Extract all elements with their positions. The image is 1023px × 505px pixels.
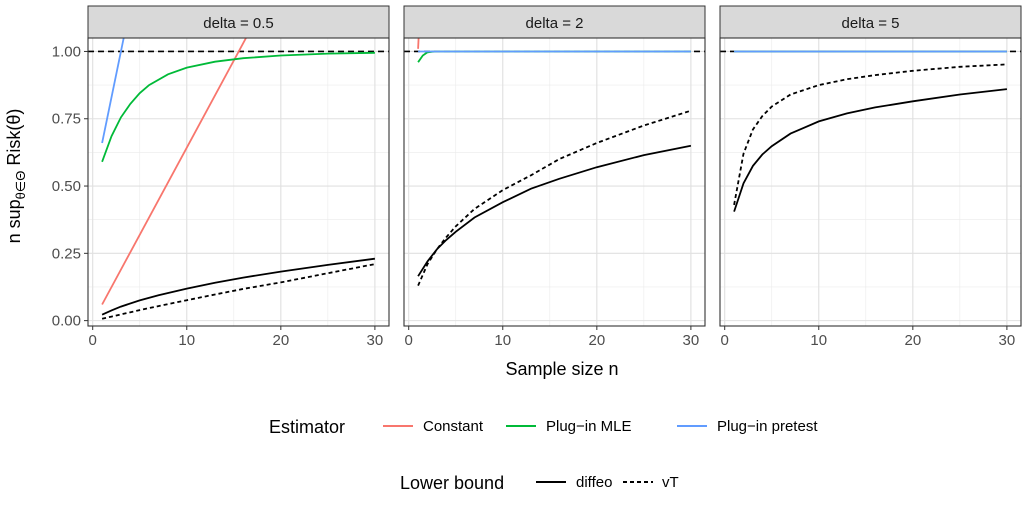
bound-line-diffeo: [101, 257, 376, 316]
facet-strip: [87, 5, 390, 39]
legend-lower-bound: Lower bound diffeo vT: [400, 473, 679, 493]
y-tick-label: 0.00: [52, 313, 81, 330]
panel-border: [87, 37, 390, 327]
panel-border: [403, 37, 706, 327]
estimator-line-constant: [101, 38, 247, 305]
bound-line-vT: [417, 109, 692, 286]
y-axis-label-subscript: θ∈Θ: [13, 171, 28, 200]
legend-estimator: Estimator Constant Plug−in MLE Plug−in pre…: [269, 417, 818, 437]
panel-1: delta = 0.5 0 10 20 30 0.00 0.25 0.50 0.75 1.00: [52, 5, 390, 349]
x-tick-label: 0: [89, 332, 97, 349]
bound-line-vT: [101, 263, 376, 320]
panel-border: [719, 37, 1022, 327]
panels-layer: delta = 0.50 10 20 300.000.250.500.751.00de…: [52, 5, 1022, 349]
facet-title: delta = 5: [842, 15, 900, 32]
facet-title: delta = 2: [526, 15, 584, 32]
panel-background: [404, 38, 705, 326]
y-axis-label-prefix: n sup: [4, 199, 24, 243]
y-axis-label: n supθ∈Θ Risk(θ): [4, 109, 28, 244]
panel-data: [88, 38, 389, 320]
panel-background: [88, 38, 389, 326]
estimator-line-constant: [417, 38, 420, 49]
legend-estimator-title: Estimator: [269, 417, 345, 437]
y-axis-label-suffix: Risk(θ): [4, 109, 24, 171]
x-tick-label: 10: [810, 332, 827, 349]
estimator-line-plug-in-mle: [101, 51, 375, 163]
y-tick-label: 0.50: [52, 178, 81, 195]
facet-strip: [719, 5, 1022, 39]
x-tick-label: 10: [494, 332, 511, 349]
y-tick-label: 0.25: [52, 245, 81, 262]
legend-label: Constant: [423, 418, 484, 435]
y-tick-label: 1.00: [52, 43, 81, 60]
x-tick-label: 0: [721, 332, 729, 349]
legend-label: diffeo: [576, 474, 612, 491]
estimator-line-plug-in-pretest: [101, 38, 125, 144]
bound-line-diffeo: [733, 88, 1008, 212]
x-tick-label: 20: [588, 332, 605, 349]
legend-label: vT: [662, 474, 679, 491]
panel-2: delta = 2 0 10 20 30: [403, 5, 706, 349]
panel-data: [404, 38, 705, 286]
bound-line-vT: [733, 63, 1007, 206]
x-tick-label: 30: [999, 332, 1016, 349]
panel-data: [720, 50, 1021, 212]
legend-lower-bound-title: Lower bound: [400, 473, 504, 493]
legend-label: Plug−in pretest: [717, 418, 818, 435]
x-tick-label: 30: [683, 332, 700, 349]
x-tick-label: 20: [272, 332, 289, 349]
y-tick-label: 0.75: [52, 111, 81, 128]
x-axis-label: Sample size n: [505, 359, 618, 379]
x-tick-label: 30: [367, 332, 384, 349]
panel-background: [720, 38, 1021, 326]
x-tick-label: 0: [405, 332, 413, 349]
legend-label: Plug−in MLE: [546, 418, 631, 435]
facet-title: delta = 0.5: [203, 15, 273, 32]
x-tick-label: 20: [904, 332, 921, 349]
x-tick-label: 10: [178, 332, 195, 349]
panel-3: delta = 5 0 10 20 30: [719, 5, 1022, 349]
